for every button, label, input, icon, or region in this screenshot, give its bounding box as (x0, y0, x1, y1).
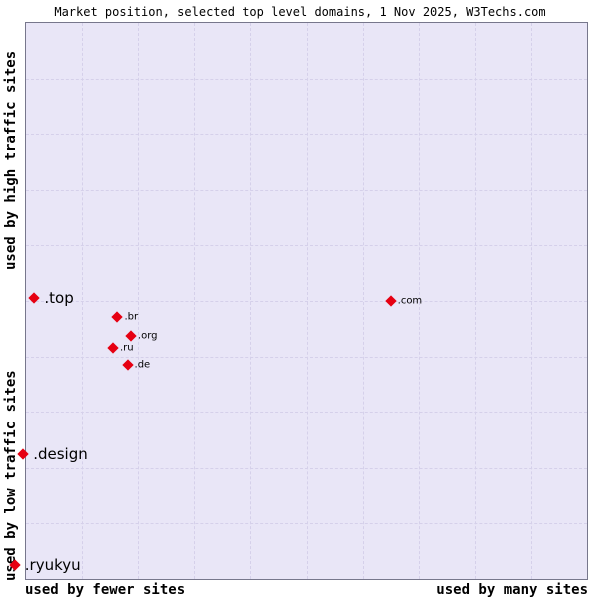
grid-line-horizontal (26, 467, 587, 469)
point-marker-icon (125, 330, 137, 342)
grid-line-vertical (194, 23, 196, 579)
point-label: .de (134, 359, 151, 371)
point-marker-icon (28, 292, 41, 304)
point-marker-icon (384, 295, 397, 307)
y-axis-label-low-traffic: used by low traffic sites (3, 370, 19, 581)
x-axis-label-fewer-sites: used by fewer sites (25, 582, 186, 598)
grid-line-vertical (530, 23, 532, 579)
grid-line-horizontal (26, 189, 587, 191)
x-axis-label-many-sites: used by many sites (436, 582, 588, 598)
chart-title: Market position, selected top level doma… (54, 5, 546, 19)
point-marker-icon (121, 359, 134, 372)
point-label: .design (33, 445, 88, 464)
point-marker-icon (107, 342, 119, 354)
grid-line-horizontal (26, 356, 587, 358)
grid-line-vertical (250, 23, 252, 579)
grid-line-horizontal (26, 301, 587, 302)
point-marker-icon (17, 448, 29, 461)
grid-line-horizontal (26, 78, 587, 80)
point-label: .com (397, 295, 423, 307)
point-label: .top (44, 289, 74, 308)
grid-line-vertical (82, 23, 84, 579)
grid-line-vertical (362, 23, 364, 579)
point-marker-icon (111, 311, 124, 323)
point-label: .org (137, 330, 158, 342)
point-label: .br (124, 311, 139, 323)
grid-line-horizontal (26, 523, 587, 525)
grid-line-horizontal (26, 245, 587, 247)
grid-line-vertical (138, 23, 140, 579)
point-label: .ru (119, 342, 134, 354)
grid-line-vertical (474, 23, 476, 579)
plot-area: .top .com .br .org .ru .de .design .ryukyu (9, 22, 588, 580)
point-label: .ryukyu (24, 556, 81, 575)
grid-line-horizontal (26, 134, 587, 136)
grid-line-vertical (306, 23, 308, 579)
grid-line-horizontal (26, 412, 587, 414)
y-axis-label-high-traffic: used by high traffic sites (3, 50, 19, 270)
